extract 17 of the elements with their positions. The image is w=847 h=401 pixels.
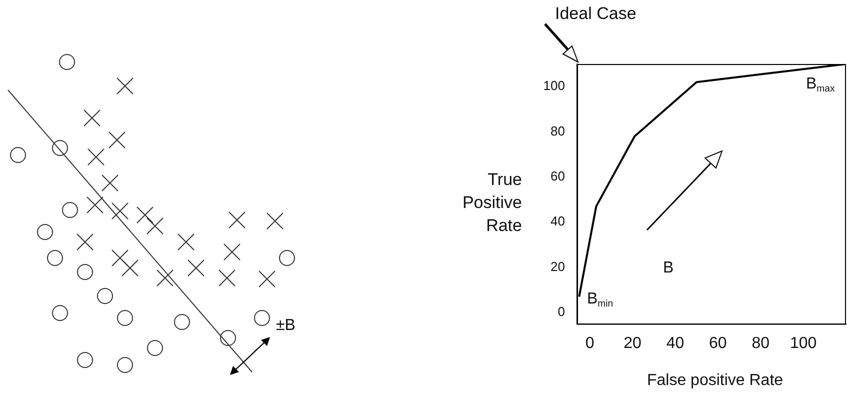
x-tick-label: 100 [790, 334, 817, 352]
y-tick-label: 80 [550, 123, 565, 138]
text: Ideal Case [555, 4, 636, 24]
x-tick-label: 20 [624, 334, 642, 352]
y-tick-label: 0 [558, 304, 565, 320]
y-tick-label: 20 [550, 258, 565, 274]
annotation: B [663, 259, 674, 276]
x-tick-label: 60 [709, 334, 727, 352]
x-tick-label: 80 [752, 334, 770, 352]
y-tick-label: 100 [543, 78, 565, 94]
text: ±B [276, 317, 296, 335]
x-axis-title: False positive Rate [646, 372, 784, 390]
x-tick-label: 0 [585, 334, 594, 352]
y-tick-label: 60 [550, 168, 565, 184]
y-axis-title: True Positive Rate [461, 169, 522, 237]
x-tick-label: 40 [666, 334, 684, 352]
y-tick-label: 40 [550, 214, 565, 229]
